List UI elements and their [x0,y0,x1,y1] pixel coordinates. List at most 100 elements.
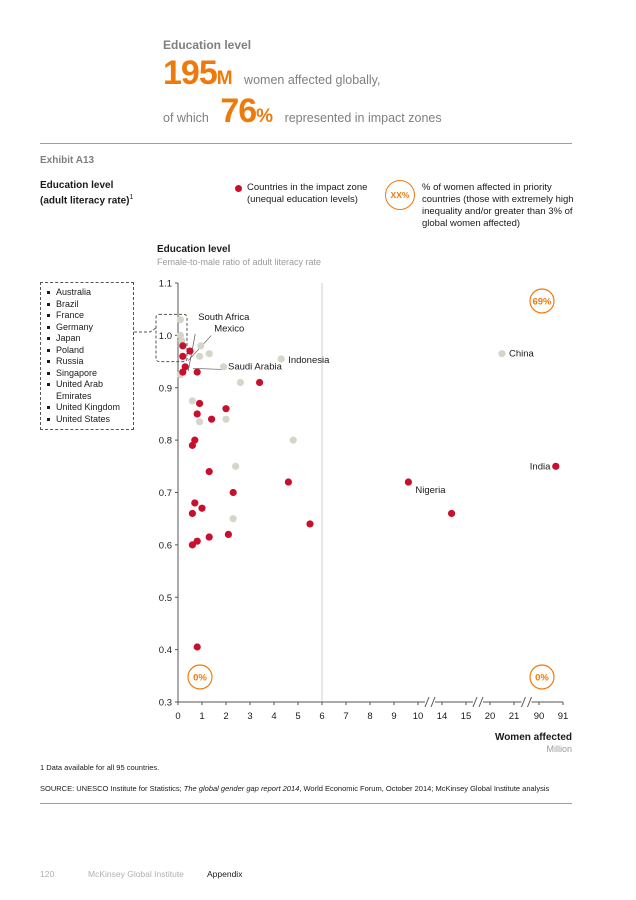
quadrant-badges: 69% 0% 0% [187,288,555,690]
x-tick-label: 5 [295,711,300,722]
y-tick-labels: 0.3 0.4 0.5 0.6 0.7 0.8 0.9 1.0 1.1 [159,279,178,709]
axis-break-mask [521,697,532,707]
header-line-1: 195M women affected globally, [163,54,380,93]
scatter-point-grey [289,436,297,444]
scatter-point-grey [277,355,285,363]
scatter-point-red [205,533,213,541]
y-tick-label: 0.4 [159,645,172,656]
scatter-point-red [188,541,196,549]
badge-bottom-left-text: 0% [193,673,207,684]
scatter-point-red [552,462,560,470]
footnote-marker: 1 [129,194,134,201]
scatter-point-red [196,399,204,408]
scatter-point-red [191,499,199,507]
data-points [176,316,560,651]
y-axis-subtitle: Female-to-male ratio of adult literacy r… [157,257,322,267]
x-axis-title: Women affected [494,732,572,743]
footer-org: McKinsey Global Institute [88,869,184,879]
point-label: China [509,349,535,360]
cluster-highlight-box [155,313,188,363]
axis-break-mark [472,696,478,708]
country-list-item: United Arab Emirates [46,379,133,402]
source-prefix: SOURCE: UNESCO Institute for Statistics; [40,784,184,793]
subhead-text: represented in impact zones [284,111,442,125]
x-tick-label: 21 [509,711,520,722]
scatter-point-red [193,368,201,376]
headline-text: women affected globally, [244,73,381,87]
badge-top-right-circle [529,288,555,314]
source-italic: The global gender gap report 2014 [183,784,300,793]
x-tick-label: 4 [271,711,276,722]
x-tick-label: 20 [485,711,496,722]
badge-bottom-right-text: 0% [535,673,549,684]
y-tick-label: 0.3 [159,698,172,709]
x-tick-label: 1 [199,711,204,722]
y-tick-label: 0.5 [159,593,172,604]
country-list-item: Australia [46,287,133,299]
subhead-number: 76 [220,92,257,130]
scatter-point-red [224,530,232,539]
y-tick-label: 0.9 [159,383,172,394]
axis-break-mask [425,697,435,707]
scatter-point-grey [196,352,204,360]
header-label: Education level [163,38,252,52]
chart-title-line-2: (adult literacy rate)1 [40,192,133,207]
axis-break-mark [430,696,436,708]
axis-break-mark [424,696,430,708]
axis-break-mark [527,696,532,708]
legend-badge-icon: XX% [385,180,415,210]
point-label: Saudi Arabia [228,361,283,372]
scatter-point-grey [229,515,237,523]
x-axis-subtitle: Million [546,744,572,754]
scatter-point-grey [232,462,240,470]
x-tick-label: 91 [558,711,569,722]
y-tick-label: 1.0 [159,331,172,342]
x-tick-label: 2 [223,711,228,722]
point-label: Indonesia [288,355,330,366]
chart-title-line-2-text: (adult literacy rate) [40,195,130,207]
point-label: South Africa [198,312,250,323]
badge-bottom-right-circle [529,664,555,690]
scatter-point-red [193,410,201,418]
scatter-point-red [256,378,264,387]
scatter-point-red [448,509,456,518]
scatter-point-red [179,368,187,376]
headline-number: 195 [163,54,218,92]
headline-unit: M [216,68,233,89]
y-tick-label: 0.8 [159,436,172,447]
scatter-point-red [284,478,292,486]
chart-title-line-1: Education level [40,180,114,191]
scatter-point-grey [196,418,204,426]
x-tick-label: 6 [319,711,324,722]
scatter-point-red [198,504,206,512]
point-label: Nigeria [415,485,446,496]
scatter-point-grey [205,350,213,358]
axis-break-mark [478,696,484,708]
x-tick-label: 7 [343,711,348,722]
x-tick-label: 0 [175,711,180,722]
x-tick-label: 9 [391,711,396,722]
scatter-point-red [205,467,213,476]
footnote: 1 Data available for all 95 countries. [40,763,160,772]
legend-badge-text: XX% [390,190,410,200]
legend-badge-description: % of women affected in priority countrie… [422,182,574,229]
axis-breaks [424,696,532,708]
x-tick-label: 8 [367,711,372,722]
scatter-point-red [208,415,216,423]
badge-top-right-text: 69% [532,297,552,308]
subhead-unit: % [256,106,274,127]
point-label: India [530,461,551,472]
y-tick-label: 0.6 [159,540,172,551]
legend-red-dot [235,185,242,192]
cluster-connector [134,327,157,333]
subhead-prefix: of which [163,111,209,125]
country-list-item: United Kingdom [46,402,133,414]
top-divider [40,143,572,144]
country-list-item: Singapore [46,368,133,380]
countries-list-box: Australia Brazil France Germany Japan Poland R… [40,282,134,430]
x-tick-label: 90 [534,711,545,722]
scatter-point-red [188,441,196,449]
scatter-point-grey [176,316,184,324]
